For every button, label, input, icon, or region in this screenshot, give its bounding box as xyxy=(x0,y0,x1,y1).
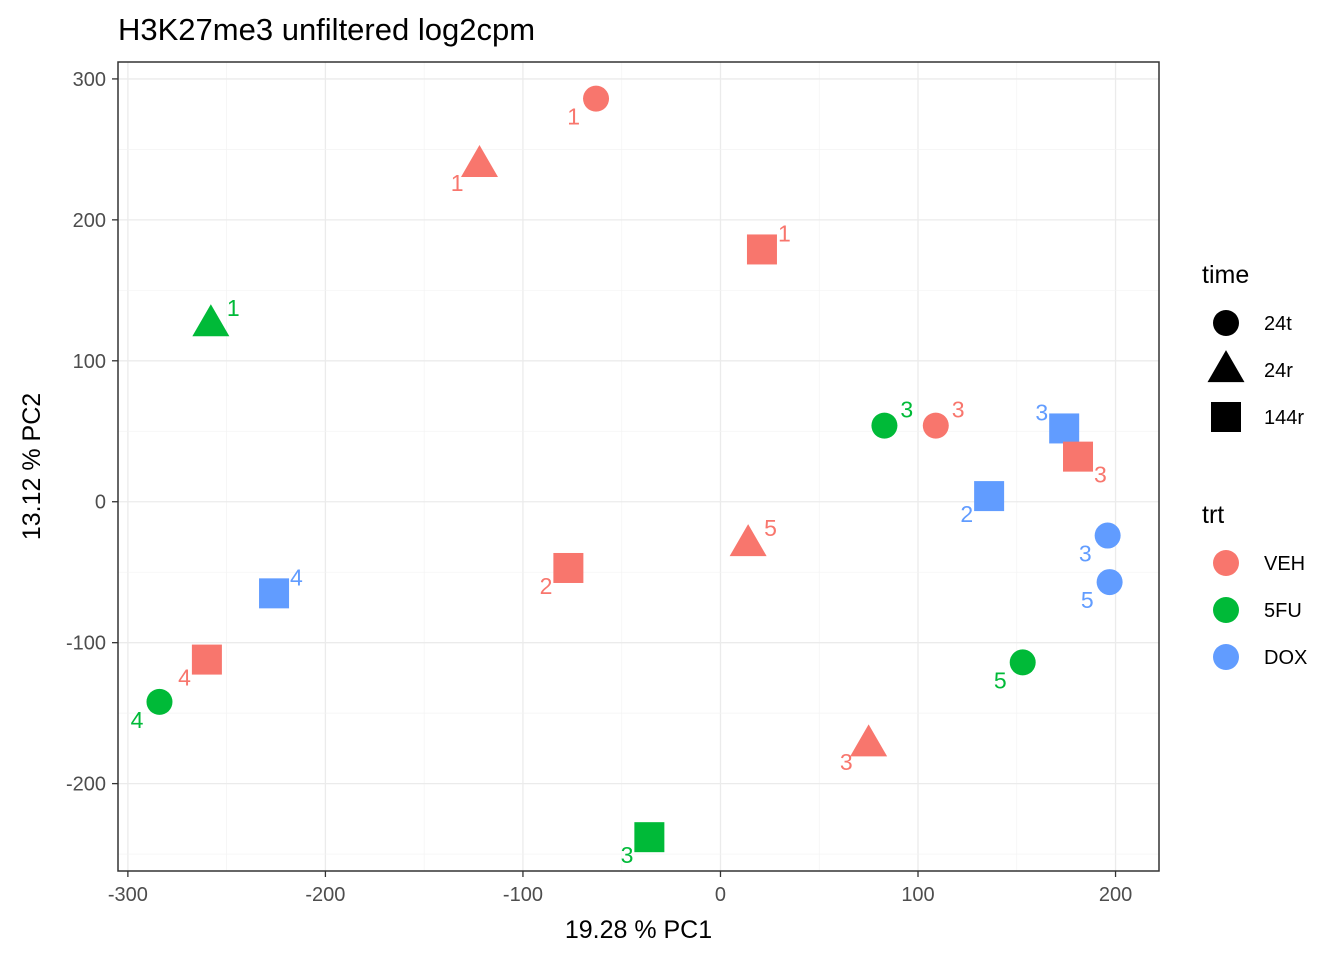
legend-label-5fu: 5FU xyxy=(1264,600,1302,622)
data-points xyxy=(146,85,1123,853)
data-point-dox-144r xyxy=(974,481,1005,512)
point-label: 3 xyxy=(1079,541,1092,567)
point-label: 3 xyxy=(900,397,913,423)
point-label: 3 xyxy=(840,749,853,775)
data-point-dox-24t xyxy=(1096,569,1123,596)
data-point-dox-24t xyxy=(1094,522,1121,549)
data-point-5fu-144r xyxy=(634,822,665,853)
legend-key-veh xyxy=(1213,550,1239,576)
y-axis-title: 13.12 % PC2 xyxy=(18,393,46,540)
data-point-veh-144r xyxy=(553,552,584,583)
legend-key-5fu xyxy=(1213,597,1239,623)
legend-key-144r xyxy=(1211,402,1241,432)
x-tick-label: -200 xyxy=(305,884,345,906)
data-point-dox-144r xyxy=(1049,413,1080,444)
point-label: 2 xyxy=(960,501,973,527)
point-label: 1 xyxy=(451,170,464,196)
legend-title-time: time xyxy=(1202,261,1249,289)
point-label: 3 xyxy=(1035,399,1048,425)
point-label: 5 xyxy=(994,667,1007,693)
point-label: 4 xyxy=(290,564,303,590)
data-point-veh-24r xyxy=(729,524,767,557)
grid-lines xyxy=(118,62,1159,871)
data-point-veh-144r xyxy=(191,644,222,675)
point-label: 1 xyxy=(567,104,580,130)
point-label: 1 xyxy=(778,220,791,246)
data-point-5fu-24t xyxy=(871,412,898,439)
legend-label-veh: VEH xyxy=(1264,553,1305,575)
legend-label-24t: 24t xyxy=(1264,313,1292,335)
data-point-5fu-24r xyxy=(192,304,230,337)
panel-border xyxy=(117,61,1160,872)
x-tick-label: 200 xyxy=(1099,884,1132,906)
y-tick-label: 200 xyxy=(73,210,106,232)
y-tick-label: 100 xyxy=(73,351,106,373)
chart-title: H3K27me3 unfiltered log2cpm xyxy=(118,12,535,47)
data-point-veh-24r xyxy=(460,145,498,178)
legend-label-dox: DOX xyxy=(1264,647,1307,669)
x-tick-label: -300 xyxy=(108,884,148,906)
x-tick-label: 0 xyxy=(715,884,726,906)
data-point-veh-144r xyxy=(1063,441,1094,472)
point-label: 4 xyxy=(131,707,144,733)
data-point-veh-24t xyxy=(922,412,949,439)
point-label: 5 xyxy=(764,515,777,541)
legend-label-144r: 144r xyxy=(1264,407,1304,429)
y-tick-label: 300 xyxy=(73,69,106,91)
point-label: 4 xyxy=(178,665,191,691)
legend-key-dox xyxy=(1213,644,1239,670)
legend: time 24t 24r 144r trt VEH 5FU DOX xyxy=(1202,261,1307,670)
data-point-5fu-24t xyxy=(146,688,173,715)
point-label: 3 xyxy=(621,842,634,868)
x-tick-label: -100 xyxy=(503,884,543,906)
y-axis: -200 -100 0 100 200 300 xyxy=(66,69,118,796)
y-tick-label: 0 xyxy=(95,492,106,514)
y-tick-label: -100 xyxy=(66,633,106,655)
point-label: 2 xyxy=(540,573,553,599)
legend-key-24r xyxy=(1207,350,1245,383)
legend-label-24r: 24r xyxy=(1264,360,1293,382)
data-point-veh-24r xyxy=(850,724,888,757)
y-tick-label: -200 xyxy=(66,774,106,796)
point-label: 5 xyxy=(1081,587,1094,613)
legend-key-24t xyxy=(1213,310,1239,336)
x-axis-title: 19.28 % PC1 xyxy=(565,916,712,944)
data-point-5fu-24t xyxy=(1009,649,1036,676)
legend-title-trt: trt xyxy=(1202,501,1224,529)
point-label: 1 xyxy=(227,295,240,321)
x-axis: -300 -200 -100 0 100 200 xyxy=(108,871,1132,906)
data-point-veh-24t xyxy=(583,85,610,112)
x-tick-label: 100 xyxy=(901,884,934,906)
data-point-dox-144r xyxy=(259,578,290,609)
point-labels: 1 1 1 1 3 3 3 3 2 3 5 5 2 4 4 4 5 3 3 xyxy=(131,104,1107,869)
point-label: 3 xyxy=(1094,462,1107,488)
data-point-veh-144r xyxy=(746,234,777,265)
point-label: 3 xyxy=(952,397,965,423)
